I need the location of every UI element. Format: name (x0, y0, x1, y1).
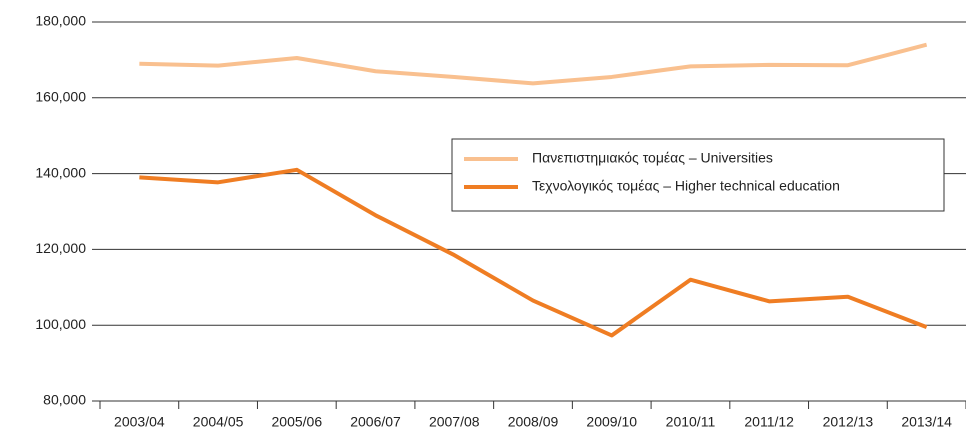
line-series (139, 167, 928, 338)
y-tick-label: 80,000 (43, 392, 86, 408)
line-series (139, 42, 928, 86)
x-tick-label: 2013/14 (901, 414, 952, 430)
x-tick-label: 2003/04 (114, 414, 165, 430)
y-tick-label: 100,000 (35, 316, 86, 332)
legend-label: Τεχνολογικός τομέας – Higher technical e… (532, 178, 840, 194)
legend-box (451, 138, 945, 212)
x-tick-label: 2007/08 (429, 414, 480, 430)
legend-label: Πανεπιστημιακός τομέας – Universities (532, 150, 773, 166)
x-tick-label: 2012/13 (823, 414, 874, 430)
x-tick-label: 2005/06 (272, 414, 323, 430)
y-tick-label: 140,000 (35, 164, 86, 180)
x-tick-label: 2006/07 (350, 414, 401, 430)
x-tick-label: 2004/05 (193, 414, 244, 430)
x-tick-label: 2008/09 (508, 414, 559, 430)
x-tick-label: 2011/12 (744, 414, 794, 430)
y-tick-label: 180,000 (35, 13, 86, 29)
legend: Πανεπιστημιακός τομέας – Universities Τεχ… (451, 138, 945, 212)
x-tick-label: 2009/10 (586, 414, 637, 430)
y-tick-label: 120,000 (35, 240, 86, 256)
x-tick-label: 2010/11 (666, 414, 716, 430)
y-tick-label: 160,000 (35, 89, 86, 105)
